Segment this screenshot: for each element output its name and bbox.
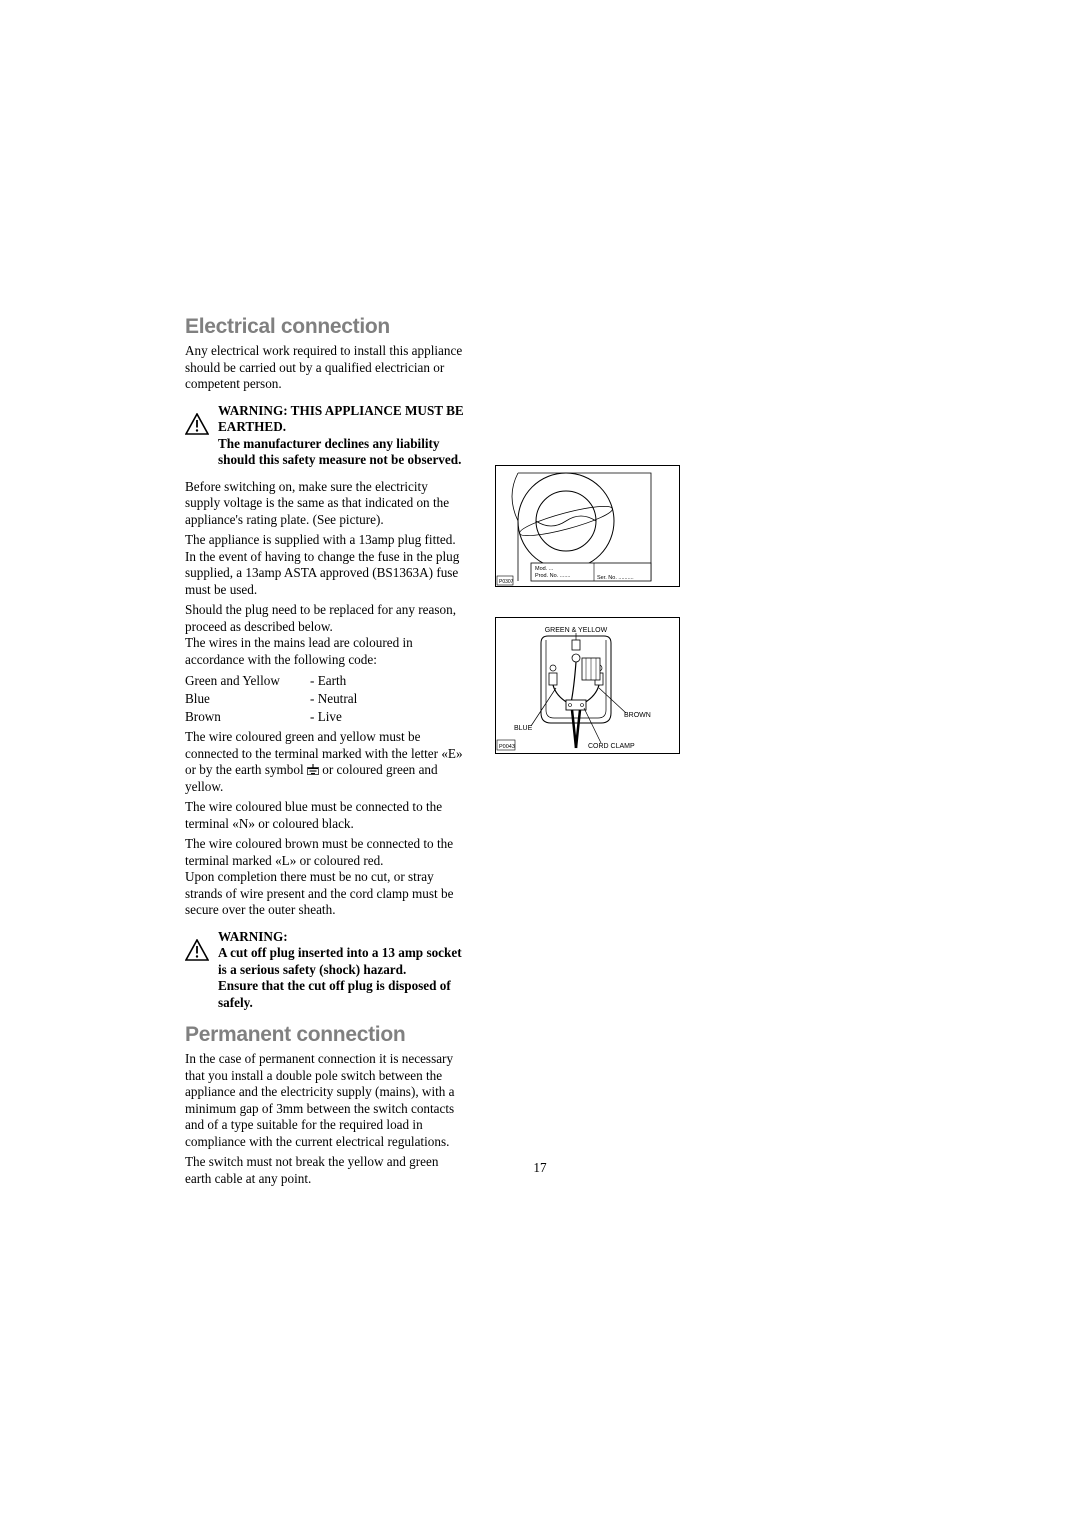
plug-wiring-figure: GREEN & YELLOW: [495, 617, 680, 754]
brown-wire-paragraph: The wire coloured brown must be connecte…: [185, 836, 465, 869]
table-row: Blue - Neutral: [185, 690, 465, 708]
wire-name: Blue: [185, 690, 310, 708]
wire-colour-code-table: Green and Yellow - Earth Blue - Neutral …: [185, 672, 465, 725]
blue-wire-paragraph: The wire coloured blue must be connected…: [185, 799, 465, 832]
rating-plate-figure: Mod. ... Prod. No. ....... Ser. No. ....…: [495, 465, 680, 587]
plug-paragraph: The appliance is supplied with a 13amp p…: [185, 532, 465, 598]
warning-earthed-block: WARNING: THIS APPLIANCE MUST BE EARTHED.…: [185, 403, 465, 469]
fig2-ref: P0043: [499, 744, 515, 750]
warning-triangle-icon: [185, 413, 209, 435]
completion-paragraph: Upon completion there must be no cut, or…: [185, 869, 465, 919]
warning-earthed-line2: The manufacturer declines any liability …: [218, 436, 461, 468]
warning-triangle-icon: [185, 939, 209, 961]
table-row: Green and Yellow - Earth: [185, 672, 465, 690]
fig1-ser-label: Ser. No. ..........: [597, 575, 634, 581]
fig2-clamp-label: CORD CLAMP: [588, 743, 635, 750]
replace-paragraph: Should the plug need to be replaced for …: [185, 602, 465, 635]
fig1-prod-label: Prod. No. .......: [535, 573, 571, 579]
wire-name: Green and Yellow: [185, 672, 310, 690]
wire-role: - Earth: [310, 672, 346, 690]
fig1-ref: P0307: [499, 579, 514, 585]
warning-cutoff-line2: Ensure that the cut off plug is disposed…: [218, 978, 451, 1010]
two-column-layout: Electrical connection Any electrical wor…: [185, 315, 895, 1191]
figure-column: Mod. ... Prod. No. ....... Ser. No. ....…: [495, 315, 680, 1191]
fig1-mod-label: Mod. ...: [535, 566, 554, 572]
heading-electrical-connection: Electrical connection: [185, 315, 465, 339]
wire-role: - Neutral: [310, 690, 357, 708]
voltage-paragraph: Before switching on, make sure the elect…: [185, 479, 465, 529]
fig2-brown-label: BROWN: [624, 712, 651, 719]
warning-cutoff-text: WARNING: A cut off plug inserted into a …: [218, 929, 465, 1012]
warning-cutoff-block: WARNING: A cut off plug inserted into a …: [185, 929, 465, 1012]
plug-wiring-svg: GREEN & YELLOW: [496, 618, 656, 753]
heading-permanent-connection: Permanent connection: [185, 1023, 465, 1047]
warning-cutoff-line1: A cut off plug inserted into a 13 amp so…: [218, 945, 462, 977]
warning-earthed-line1: WARNING: THIS APPLIANCE MUST BE EARTHED.: [218, 403, 464, 435]
fig2-gy-label: GREEN & YELLOW: [545, 627, 608, 634]
warning-earthed-text: WARNING: THIS APPLIANCE MUST BE EARTHED.…: [218, 403, 465, 469]
earth-symbol-icon: [307, 764, 319, 776]
wires-intro-paragraph: The wires in the mains lead are coloured…: [185, 635, 465, 668]
page-number: 17: [0, 1160, 1080, 1176]
green-yellow-paragraph: The wire coloured green and yellow must …: [185, 729, 465, 795]
intro-paragraph: Any electrical work required to install …: [185, 343, 465, 393]
wire-role: - Live: [310, 708, 342, 726]
page-content: Electrical connection Any electrical wor…: [185, 315, 895, 1191]
rating-plate-svg: Mod. ... Prod. No. ....... Ser. No. ....…: [496, 466, 656, 586]
wire-name: Brown: [185, 708, 310, 726]
permanent-paragraph-1: In the case of permanent connection it i…: [185, 1051, 465, 1150]
fig2-blue-label: BLUE: [514, 725, 533, 732]
table-row: Brown - Live: [185, 708, 465, 726]
warning-cutoff-heading: WARNING:: [218, 929, 288, 944]
text-column: Electrical connection Any electrical wor…: [185, 315, 465, 1191]
